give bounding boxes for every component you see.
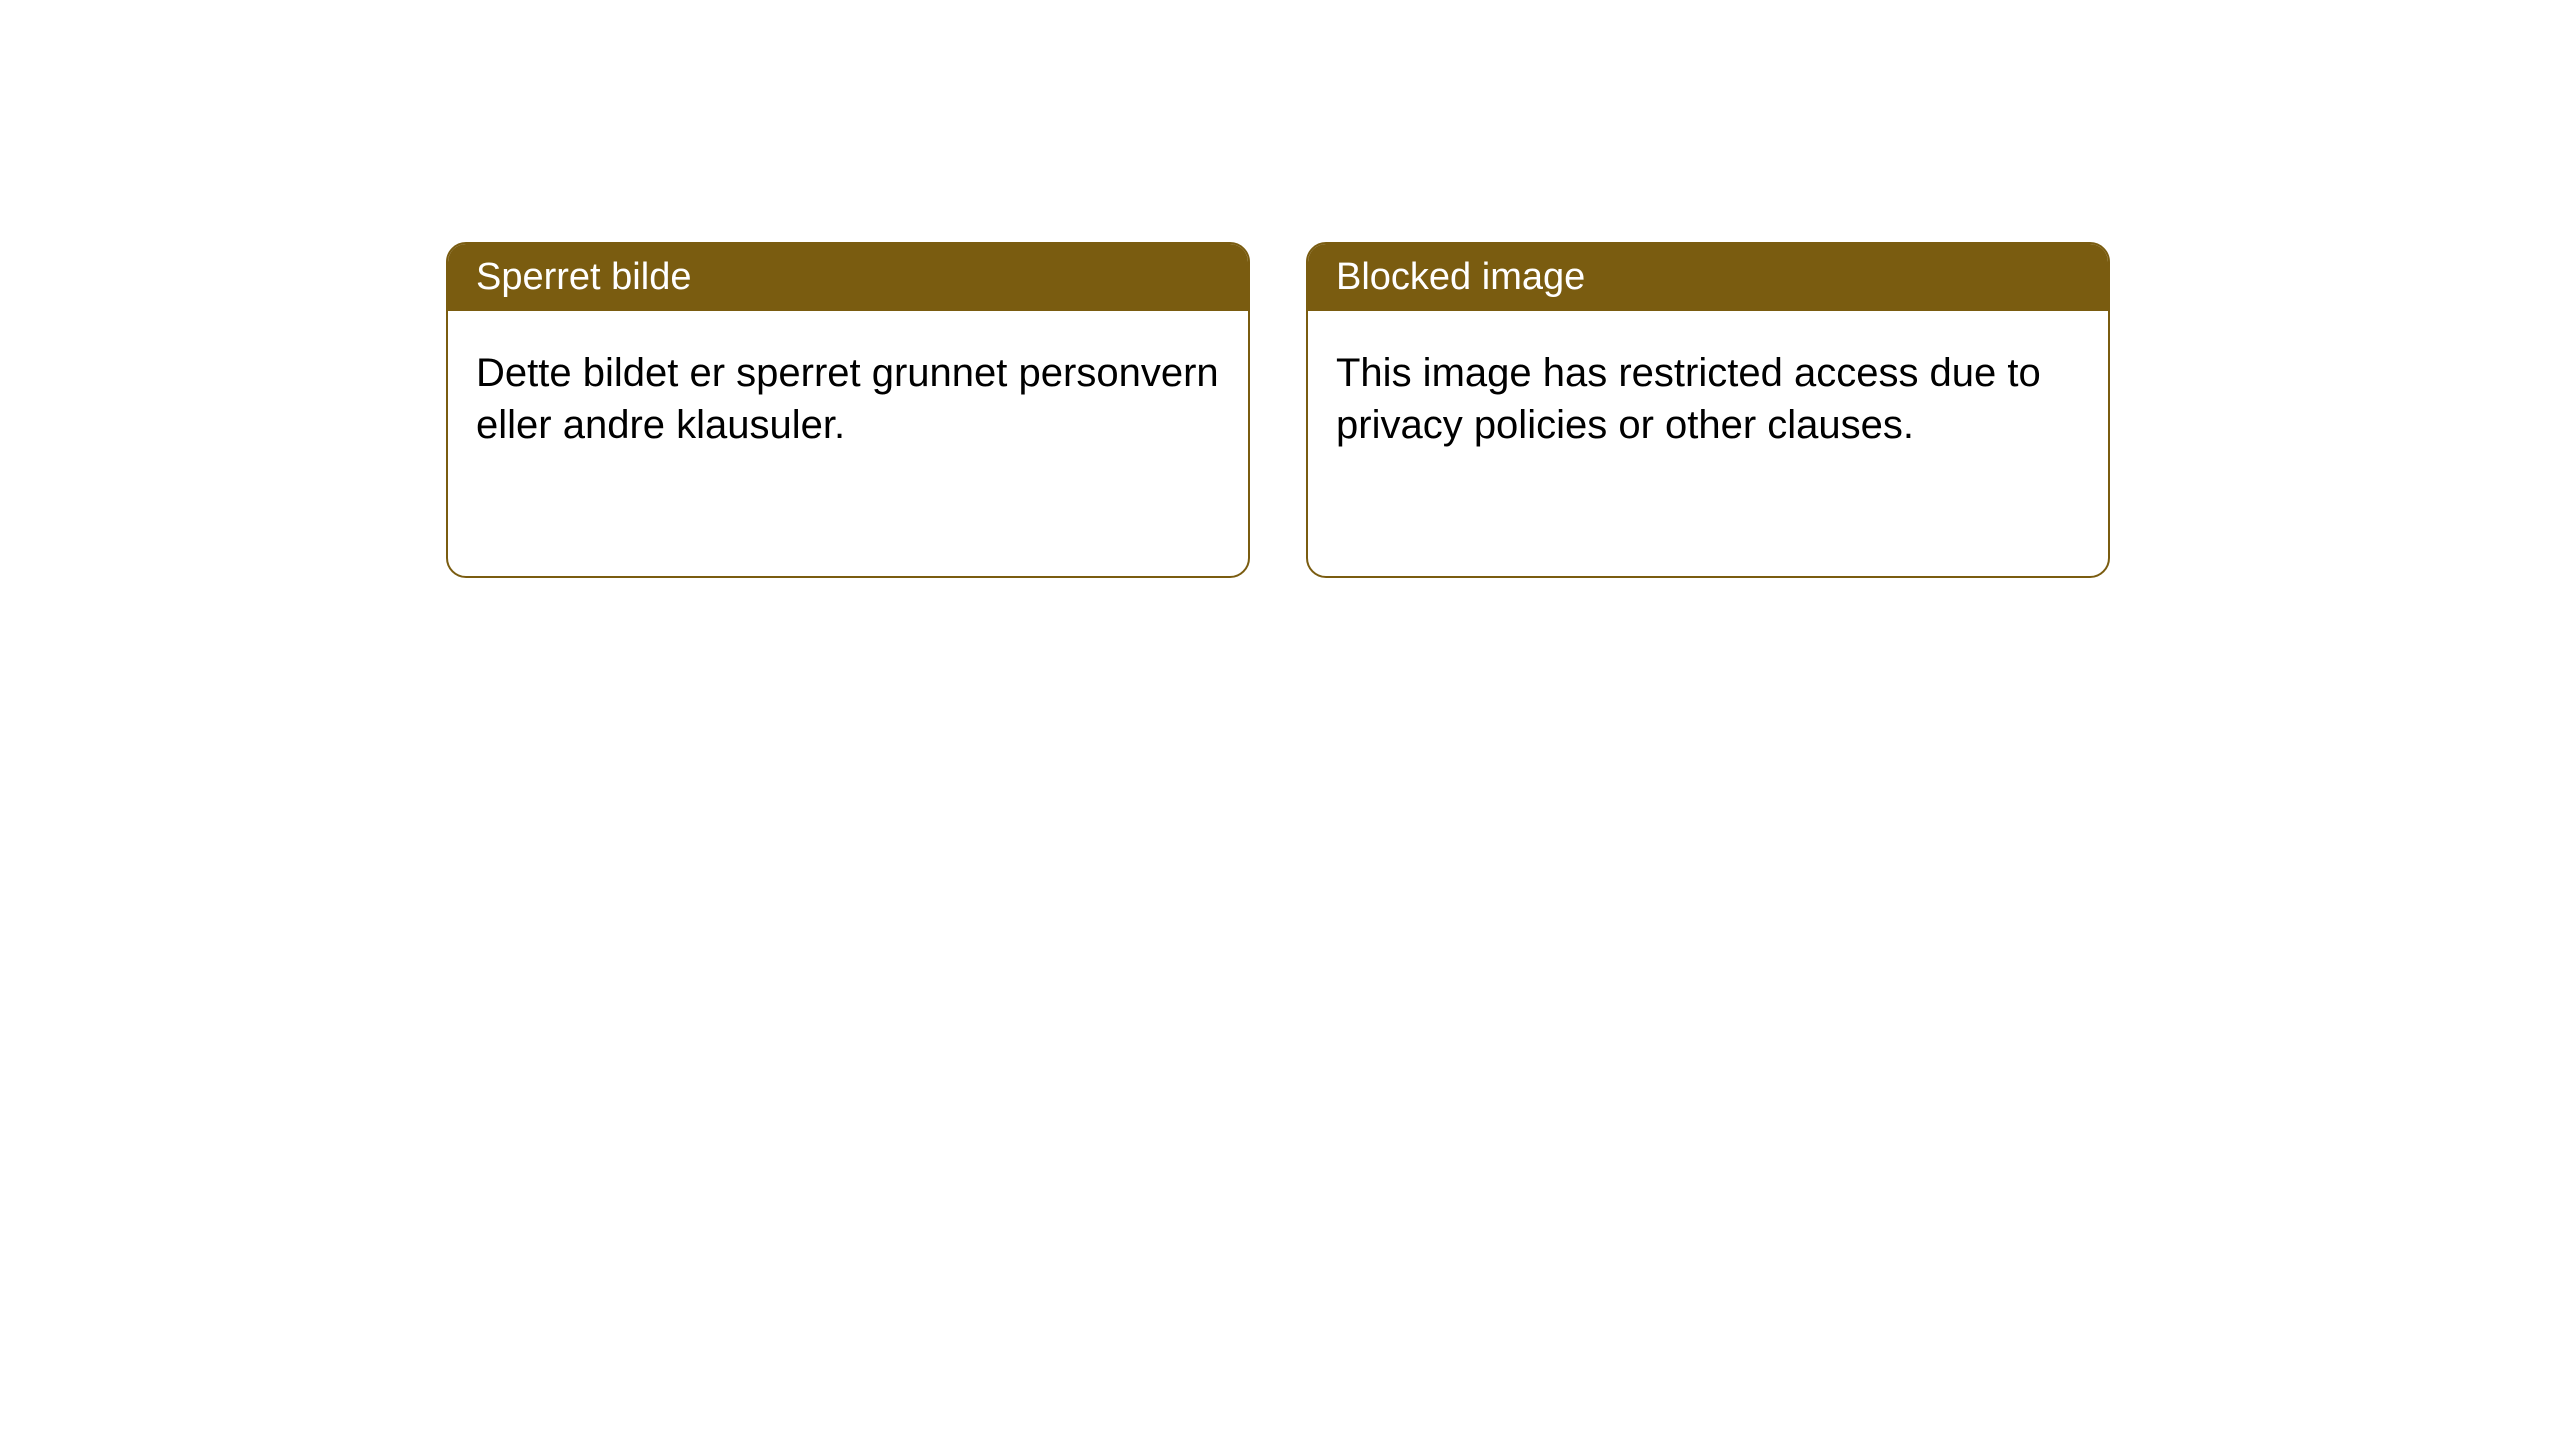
card-title: Blocked image: [1336, 256, 1585, 298]
card-body: Dette bildet er sperret grunnet personve…: [448, 311, 1248, 487]
notice-card-norwegian: Sperret bilde Dette bildet er sperret gr…: [446, 242, 1250, 578]
card-body: This image has restricted access due to …: [1308, 311, 2108, 487]
notice-card-english: Blocked image This image has restricted …: [1306, 242, 2110, 578]
card-message: This image has restricted access due to …: [1336, 351, 2041, 447]
card-header: Blocked image: [1308, 244, 2108, 311]
card-title: Sperret bilde: [476, 256, 691, 298]
card-message: Dette bildet er sperret grunnet personve…: [476, 351, 1219, 447]
card-header: Sperret bilde: [448, 244, 1248, 311]
notice-container: Sperret bilde Dette bildet er sperret gr…: [0, 0, 2560, 578]
